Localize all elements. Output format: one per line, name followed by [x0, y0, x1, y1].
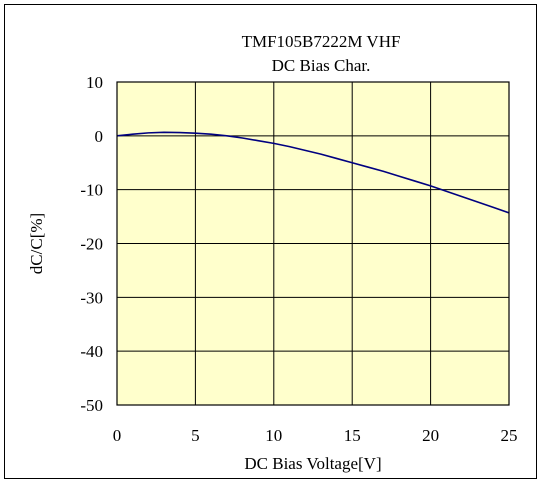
y-tick-label: -50 — [80, 396, 103, 415]
chart-subtitle: DC Bias Char. — [272, 56, 371, 75]
plot-border — [116, 81, 510, 406]
y-tick-label: 0 — [95, 127, 104, 146]
x-tick-label: 0 — [113, 426, 122, 445]
chart-title: TMF105B7222M VHF — [242, 32, 401, 51]
y-tick-label: 10 — [86, 73, 103, 92]
y-tick-label: -10 — [80, 181, 103, 200]
series-line — [116, 131, 510, 214]
y-axis-label: dC/C[%] — [27, 213, 46, 274]
y-tick-label: -40 — [80, 342, 103, 361]
x-axis-label: DC Bias Voltage[V] — [244, 454, 381, 473]
x-tick-label: 20 — [422, 426, 439, 445]
y-tick-label: -30 — [80, 288, 103, 307]
x-tick-label: 25 — [501, 426, 518, 445]
y-tick-labels: 10 0 -10 -20 -30 -40 -50 — [80, 73, 103, 415]
x-tick-labels: 0 5 10 15 20 25 — [113, 426, 518, 445]
x-tick-label: 15 — [344, 426, 361, 445]
y-tick-label: -20 — [80, 235, 103, 254]
x-tick-label: 5 — [191, 426, 200, 445]
x-tick-label: 10 — [265, 426, 282, 445]
